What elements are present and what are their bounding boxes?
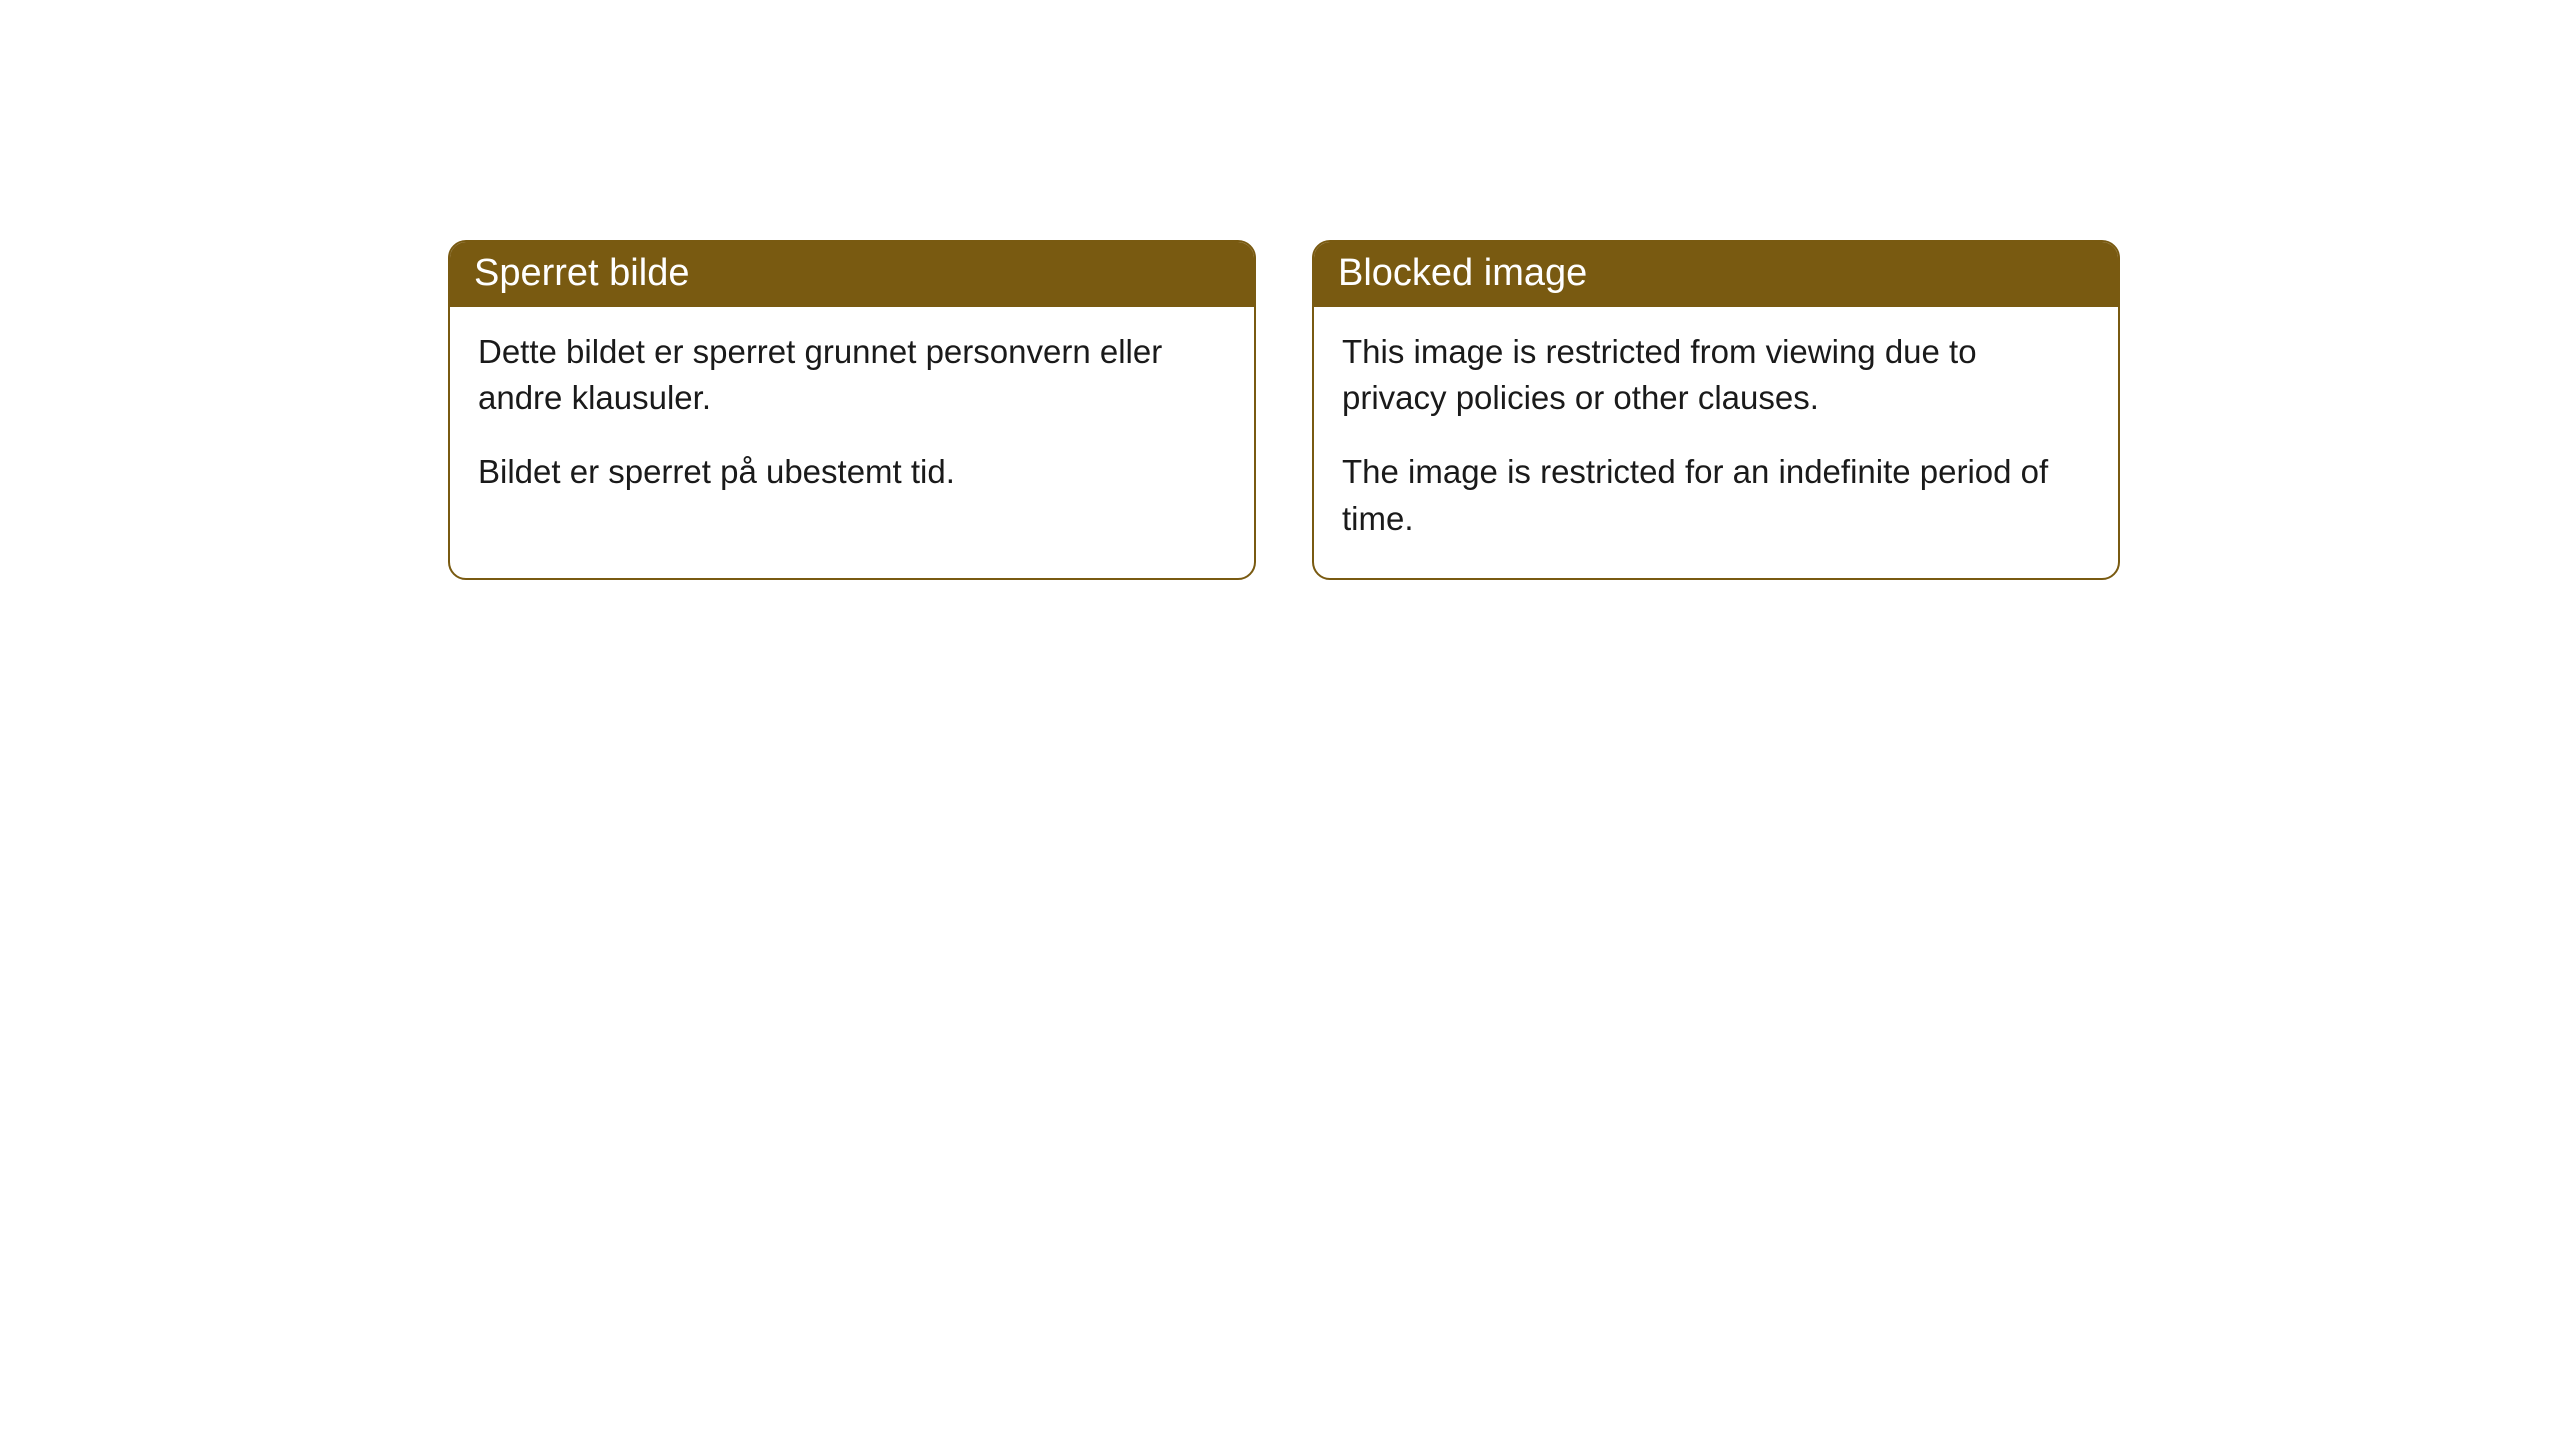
card-body: This image is restricted from viewing du… — [1314, 307, 2118, 578]
notice-paragraph: Dette bildet er sperret grunnet personve… — [478, 329, 1226, 421]
notice-paragraph: Bildet er sperret på ubestemt tid. — [478, 449, 1226, 495]
card-header: Blocked image — [1314, 242, 2118, 307]
notice-paragraph: This image is restricted from viewing du… — [1342, 329, 2090, 421]
notice-card-english: Blocked image This image is restricted f… — [1312, 240, 2120, 580]
notice-cards-container: Sperret bilde Dette bildet er sperret gr… — [0, 0, 2560, 580]
notice-card-norwegian: Sperret bilde Dette bildet er sperret gr… — [448, 240, 1256, 580]
card-header: Sperret bilde — [450, 242, 1254, 307]
notice-paragraph: The image is restricted for an indefinit… — [1342, 449, 2090, 541]
card-body: Dette bildet er sperret grunnet personve… — [450, 307, 1254, 532]
